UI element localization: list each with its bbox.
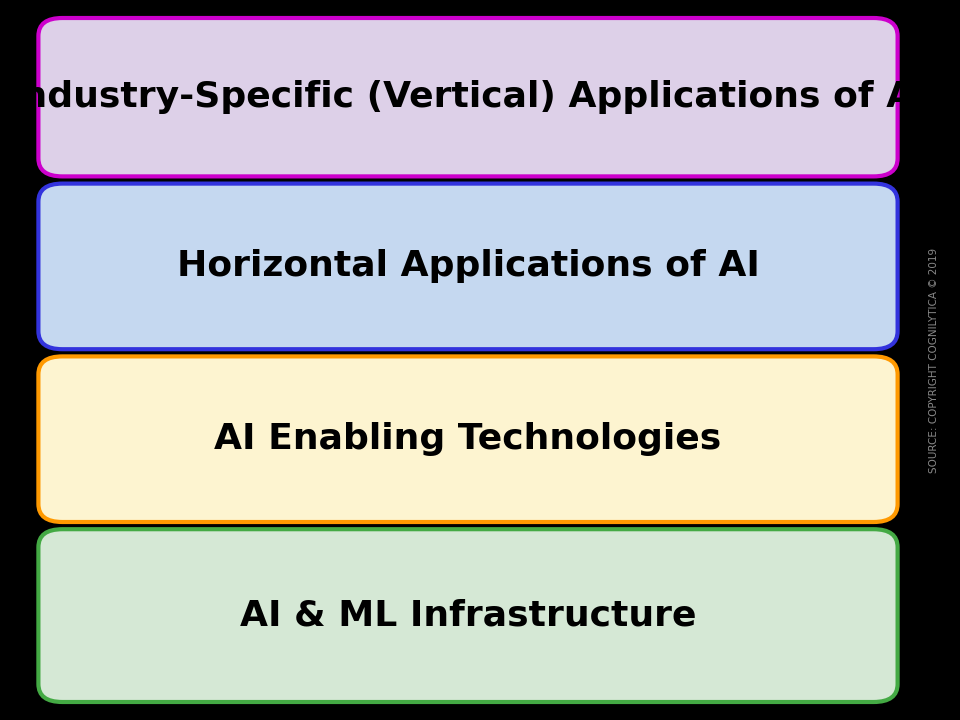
FancyBboxPatch shape: [38, 529, 898, 702]
Text: SOURCE: COPYRIGHT COGNILYTICA © 2019: SOURCE: COPYRIGHT COGNILYTICA © 2019: [929, 248, 939, 472]
Text: AI & ML Infrastructure: AI & ML Infrastructure: [240, 598, 696, 633]
Text: Horizontal Applications of AI: Horizontal Applications of AI: [177, 249, 759, 284]
Text: Industry-Specific (Vertical) Applications of AI: Industry-Specific (Vertical) Application…: [8, 80, 928, 114]
FancyBboxPatch shape: [38, 18, 898, 176]
FancyBboxPatch shape: [38, 184, 898, 349]
FancyBboxPatch shape: [38, 356, 898, 522]
Text: AI Enabling Technologies: AI Enabling Technologies: [214, 422, 722, 456]
